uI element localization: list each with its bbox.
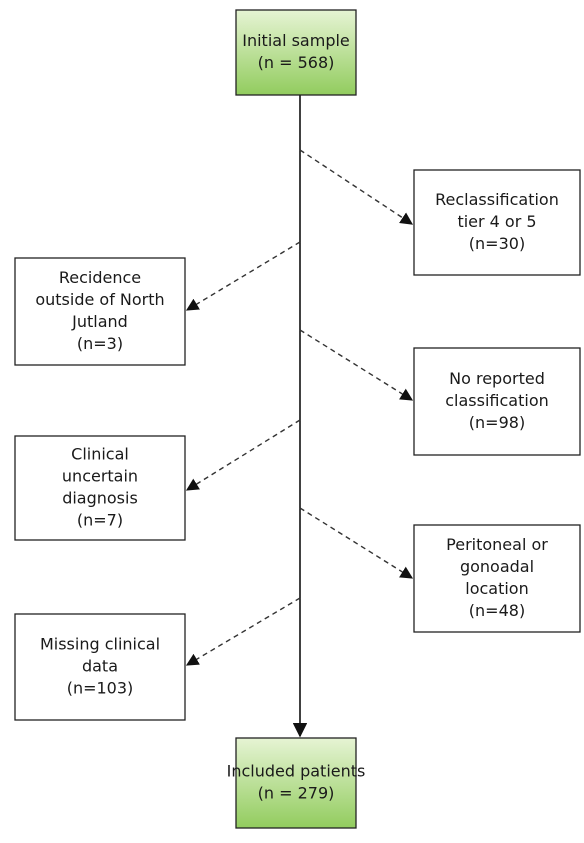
- node-text: uncertain: [62, 467, 138, 486]
- node-box: [235, 737, 357, 829]
- node-box: [235, 9, 357, 96]
- node-text: outside of North: [35, 290, 164, 309]
- node-text: Jutland: [71, 312, 128, 331]
- node-text: No reported: [449, 369, 545, 388]
- node: Recidence outside of North Jutland (n=3): [14, 257, 186, 366]
- node-text: (n=103): [67, 679, 134, 698]
- node-text: (n=3): [77, 334, 123, 353]
- node-box: [413, 169, 581, 276]
- node-text: location: [465, 579, 528, 598]
- node-box: [413, 347, 581, 456]
- dashed-arrow: [299, 149, 414, 225]
- exclusion-arrows: [185, 149, 414, 666]
- node: Peritoneal or gonoadal location (n=48): [413, 524, 581, 633]
- node-text: diagnosis: [62, 489, 138, 508]
- node-text: Missing clinical: [40, 635, 160, 654]
- node-text: Reclassification: [435, 190, 559, 209]
- node-text: Initial sample: [242, 31, 350, 50]
- node-text: (n = 568): [258, 53, 335, 72]
- node-box: [14, 613, 186, 721]
- node-text: classification: [445, 391, 549, 410]
- node: Missing clinical data (n=103): [14, 613, 186, 721]
- dashed-arrow: [299, 329, 414, 401]
- dashed-arrow: [185, 597, 301, 666]
- node-text: Peritoneal or: [446, 535, 548, 554]
- node-text: data: [82, 657, 118, 676]
- node: Clinical uncertain diagnosis (n=7): [14, 435, 186, 541]
- node-text: Clinical: [71, 445, 129, 464]
- node-text: Recidence: [59, 268, 141, 287]
- node: Included patients (n = 279): [227, 737, 366, 829]
- dashed-arrow: [299, 507, 414, 579]
- node-text: Included patients: [227, 762, 366, 781]
- node-text: (n=7): [77, 511, 123, 530]
- node-text: gonoadal: [460, 557, 534, 576]
- node-box: [413, 524, 581, 633]
- node: No reported classification (n=98): [413, 347, 581, 456]
- node-box: [14, 257, 186, 366]
- node: Reclassification tier 4 or 5 (n=30): [413, 169, 581, 276]
- node-box: [14, 435, 186, 541]
- node-text: (n=48): [469, 601, 525, 620]
- node-text: (n = 279): [258, 784, 335, 803]
- dashed-arrow: [185, 419, 301, 491]
- node: Initial sample (n = 568): [235, 9, 357, 96]
- node-text: (n=98): [469, 413, 525, 432]
- dashed-arrow: [185, 241, 301, 311]
- node-text: tier 4 or 5: [457, 212, 536, 231]
- node-text: (n=30): [469, 234, 525, 253]
